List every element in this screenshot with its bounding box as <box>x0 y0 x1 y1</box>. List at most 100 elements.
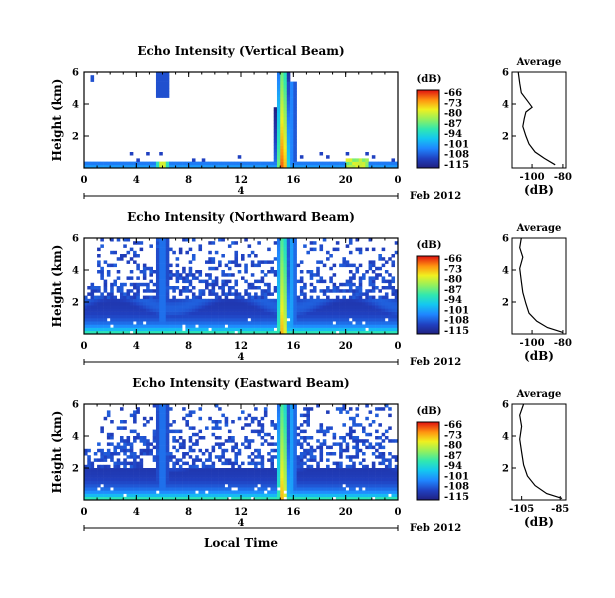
heatmap-cell <box>303 455 307 459</box>
heatmap-cell <box>355 448 360 453</box>
heatmap-cell <box>381 247 386 252</box>
heatmap-cell <box>155 298 160 303</box>
heatmap-cell <box>214 308 219 312</box>
heatmap-cell <box>358 490 363 494</box>
heatmap-cell <box>97 164 101 169</box>
heatmap-cell <box>309 164 314 169</box>
heatmap-cell <box>162 324 167 328</box>
heatmap-cell <box>214 493 219 498</box>
heatmap-cell <box>155 88 160 92</box>
heatmap-cell <box>329 474 333 478</box>
heatmap-cell <box>93 324 98 328</box>
heatmap-cell <box>178 305 183 309</box>
heatmap-cell <box>218 298 222 303</box>
heatmap-cell <box>205 468 209 472</box>
heatmap-cell <box>286 295 291 300</box>
heatmap-cell <box>234 295 239 300</box>
heatmap-cell <box>332 468 337 472</box>
heatmap-cell <box>162 84 167 89</box>
heatmap-cell <box>244 321 248 325</box>
heatmap-cell <box>329 468 333 472</box>
heatmap-cell <box>257 314 261 319</box>
heatmap-cell <box>378 468 382 472</box>
colorbar-label: -73 <box>444 430 462 441</box>
heatmap-cell <box>110 161 114 166</box>
heatmap-cell <box>283 110 288 114</box>
heatmap-cell <box>182 477 186 482</box>
heatmap-cell <box>319 279 324 284</box>
heatmap-cell <box>319 493 324 498</box>
heatmap-cell <box>162 318 167 322</box>
heatmap-cell <box>113 298 118 303</box>
heatmap-cell <box>368 305 373 309</box>
heatmap-cell <box>283 302 288 306</box>
heatmap-cell <box>172 496 176 501</box>
heatmap-cell <box>375 330 379 335</box>
heatmap-cell <box>214 311 219 316</box>
heatmap-cell <box>182 480 186 485</box>
heatmap-cell <box>254 477 258 482</box>
heatmap-cell <box>188 436 193 440</box>
heatmap-cell <box>365 318 369 322</box>
heatmap-cell <box>388 273 392 277</box>
heatmap-cell <box>146 327 150 332</box>
heatmap-cell <box>286 247 291 252</box>
heatmap-cell <box>214 314 219 319</box>
heatmap-cell <box>283 324 288 328</box>
heatmap-cell <box>247 471 252 475</box>
heatmap-cell <box>368 302 373 306</box>
heatmap-cell <box>368 324 373 328</box>
colorbar-unit: (dB) <box>417 240 442 251</box>
heatmap-cell <box>280 480 284 485</box>
heatmap-cell <box>155 407 160 411</box>
heatmap-cell <box>358 324 363 328</box>
heatmap-cell <box>159 254 163 258</box>
heatmap-cell <box>375 318 379 322</box>
heatmap-cell <box>247 244 252 248</box>
heatmap-cell <box>352 314 356 319</box>
heatmap-cell <box>322 496 327 501</box>
heatmap-cell <box>116 487 121 491</box>
heatmap-cell <box>162 458 167 462</box>
heatmap-cell <box>381 324 386 328</box>
heatmap-cell <box>270 487 275 491</box>
heatmap-cell <box>286 282 291 287</box>
heatmap-cell <box>339 461 343 466</box>
heatmap-cell <box>146 286 150 290</box>
heatmap-cell <box>211 298 216 303</box>
heatmap-cell <box>362 496 366 501</box>
heatmap-cell <box>116 327 121 332</box>
heatmap-cell <box>303 471 307 475</box>
heatmap-cell <box>93 477 98 482</box>
heatmap-cell <box>329 266 333 271</box>
heatmap-cell <box>188 426 193 430</box>
heatmap-cell <box>352 490 356 494</box>
heatmap-cell <box>110 286 114 290</box>
heatmap-cell <box>276 148 281 153</box>
heatmap-cell <box>290 88 294 92</box>
heatmap-cell <box>244 305 248 309</box>
heatmap-cell <box>365 270 369 274</box>
heatmap-cell <box>142 474 147 478</box>
heatmap-cell <box>201 474 206 478</box>
heatmap-cell <box>352 308 356 312</box>
heatmap-cell <box>123 238 127 242</box>
heatmap-cell <box>335 484 340 488</box>
heatmap-cell <box>231 477 235 482</box>
heatmap-cell <box>231 448 235 453</box>
heatmap-cell <box>375 448 379 453</box>
heatmap-cell <box>290 413 294 418</box>
heatmap-cell <box>218 260 222 264</box>
heatmap-cell <box>326 324 330 328</box>
heatmap-cell <box>388 314 392 319</box>
heatmap-cell <box>286 302 291 306</box>
heatmap-cell <box>191 324 196 328</box>
heatmap-cell <box>270 474 275 478</box>
heatmap-cell <box>290 155 294 159</box>
heatmap-cell <box>227 490 232 494</box>
heatmap-cell <box>172 324 176 328</box>
heatmap-cell <box>155 423 160 427</box>
heatmap-cell <box>169 324 173 328</box>
heatmap-cell <box>286 420 291 424</box>
heatmap-cell <box>345 484 350 488</box>
